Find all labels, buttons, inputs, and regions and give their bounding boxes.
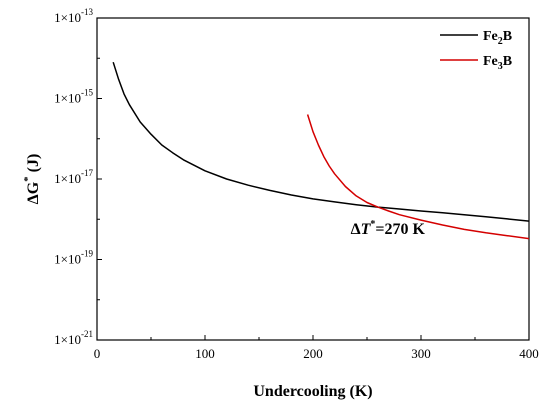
y-tick-base: 1×10: [54, 10, 81, 25]
y-tick-label: 1×10-21: [54, 329, 93, 347]
y-tick-base: 1×10: [54, 91, 81, 106]
plot-area: [96, 17, 530, 341]
series-line-fe2b: [112, 61, 529, 222]
x-axis-title: Undercooling (K): [253, 383, 372, 400]
x-tick-label: 400: [519, 346, 539, 361]
x-tick-label: 300: [411, 346, 431, 361]
y-axis-title-letter: G: [25, 181, 42, 194]
annotation-t: T: [361, 221, 372, 238]
annotation-delta: Δ: [351, 221, 361, 238]
y-axis-title-sup: *: [22, 176, 34, 182]
y-tick-exponent: -21: [81, 329, 93, 339]
annotation-sup: *: [370, 219, 375, 230]
plot-frame: [96, 17, 530, 341]
x-tick-label: 100: [195, 346, 215, 361]
y-tick-base: 1×10: [54, 252, 81, 267]
series-line-fe3b: [306, 114, 529, 240]
legend-label-fe3b: Fe3B: [483, 54, 512, 72]
x-axis-ticks: 0 100 200 300 400: [94, 335, 539, 361]
y-tick-label: 1×10-17: [54, 168, 93, 186]
annotation-value: =270 K: [375, 221, 425, 238]
y-tick-base: 1×10: [54, 332, 81, 347]
y-tick-label: 1×10-15: [54, 88, 93, 106]
y-axis-title-unit: (J): [25, 154, 42, 177]
y-axis-ticks: 1×10-211×10-191×10-171×10-151×10-13: [54, 7, 102, 347]
legend-label-fe2b: Fe2B: [483, 29, 512, 47]
y-tick-exponent: -19: [81, 249, 93, 259]
y-tick-exponent: -13: [81, 7, 93, 17]
y-tick-exponent: -15: [81, 88, 93, 98]
y-tick-label: 1×10-19: [54, 249, 93, 267]
delta-t-annotation: ΔT*=270 K: [351, 219, 426, 238]
y-tick-base: 1×10: [54, 171, 81, 186]
y-tick-label: 1×10-13: [54, 7, 93, 25]
y-axis-title-delta: Δ: [25, 194, 42, 204]
x-tick-label: 0: [94, 346, 101, 361]
legend: Fe2B Fe3B: [440, 29, 512, 72]
y-axis-title: ΔG* (J): [22, 154, 42, 205]
x-tick-label: 200: [303, 346, 323, 361]
series-group: [112, 61, 529, 240]
y-tick-exponent: -17: [81, 168, 93, 178]
